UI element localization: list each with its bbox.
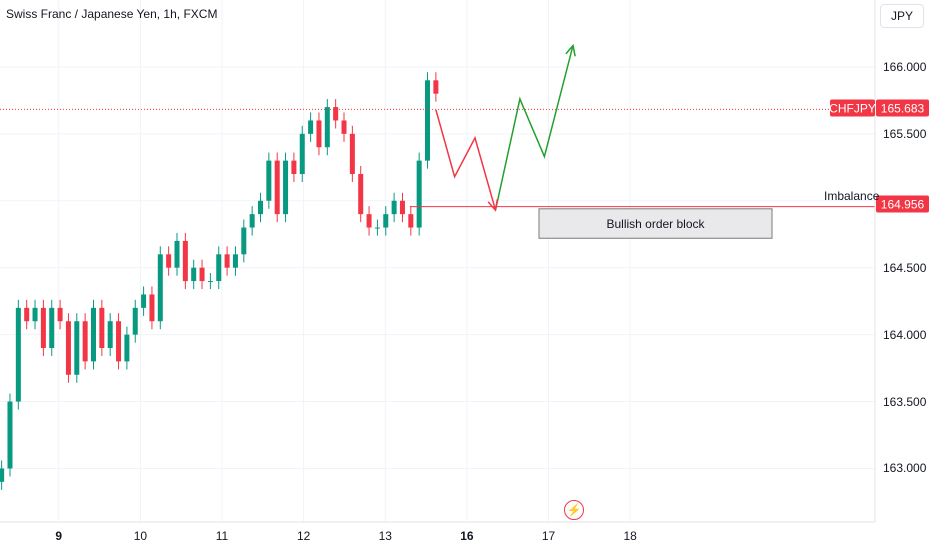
currency-button[interactable]: JPY — [880, 4, 924, 28]
candle-body — [15, 307, 21, 402]
price-axis-label: 163.000 — [883, 461, 927, 476]
candle-body — [74, 321, 80, 375]
lightning-icon[interactable]: ⚡ — [564, 500, 584, 520]
candle-body — [40, 307, 46, 348]
time-axis-label: 9 — [55, 529, 63, 543]
candle-body — [324, 107, 330, 148]
candle-body — [24, 307, 30, 322]
projection-up-arrowhead — [565, 43, 576, 57]
projection-down-arrowhead — [487, 199, 499, 212]
candle-body — [90, 307, 96, 362]
candle-body — [57, 307, 63, 322]
candle-body — [32, 307, 38, 322]
candle-body — [391, 200, 397, 215]
candle-body — [49, 307, 55, 348]
candle-body — [433, 80, 439, 94]
time-axis-label: 11 — [215, 529, 229, 543]
candle-body — [383, 214, 389, 228]
candle-body — [107, 321, 113, 348]
candle-body — [283, 160, 289, 215]
candle-body — [149, 294, 155, 322]
price-axis-label: 165.500 — [883, 126, 927, 141]
order-block-label: Bullish order block — [606, 216, 705, 231]
candle-body — [207, 281, 213, 283]
price-axis-label: 166.000 — [883, 59, 927, 74]
projection-up-path[interactable] — [494, 45, 574, 211]
candle-body — [99, 307, 105, 348]
projection-down-path[interactable] — [435, 109, 497, 211]
candle-body — [266, 160, 272, 201]
candle-body — [0, 468, 5, 482]
candle-body — [132, 307, 138, 335]
price-axis-label: 163.500 — [883, 394, 927, 409]
price-axis-label: 164.000 — [883, 327, 927, 342]
candle-body — [425, 80, 431, 161]
candle-body — [408, 214, 414, 228]
candle-body — [274, 160, 280, 215]
candle-body — [157, 254, 163, 322]
imbalance-label: Imbalance — [824, 189, 880, 203]
candle-body — [374, 227, 380, 229]
candle-body — [166, 254, 172, 268]
candle-body — [308, 120, 314, 134]
candle-body — [232, 254, 238, 268]
candle-body — [299, 133, 305, 174]
candle-body — [141, 294, 147, 308]
candle-body — [366, 214, 372, 228]
imbalance-price-tag: 164.956 — [876, 195, 929, 213]
candle-body — [249, 214, 255, 228]
candle-body — [199, 267, 205, 282]
time-axis-label: 13 — [378, 529, 392, 543]
symbol-tag: CHFJPY — [829, 99, 876, 117]
candle-body — [216, 254, 222, 282]
time-axis-label: 17 — [541, 529, 556, 543]
last-price-tag: 165.683 — [876, 99, 929, 117]
candle-body — [341, 120, 347, 134]
time-axis-label: 12 — [296, 529, 311, 543]
candle-body — [224, 254, 230, 268]
candle-body — [358, 174, 364, 215]
candle-body — [416, 160, 422, 228]
candle-body — [291, 160, 297, 174]
candle-body — [82, 321, 88, 362]
time-axis-label: 18 — [623, 529, 637, 543]
candle-body — [116, 321, 122, 362]
candle-body — [191, 267, 197, 282]
candle-body — [7, 401, 13, 469]
order-block-rect[interactable] — [538, 208, 773, 239]
candle-body — [333, 107, 339, 121]
candle-body — [65, 321, 71, 375]
candle-body — [124, 334, 130, 362]
candle-body — [399, 200, 405, 215]
chart-title: Swiss Franc / Japanese Yen, 1h, FXCM — [6, 7, 218, 21]
candle-body — [241, 227, 247, 255]
candle-body — [349, 133, 355, 174]
time-axis-label: 10 — [133, 529, 148, 543]
candle-body — [316, 120, 322, 148]
price-axis-label: 164.500 — [883, 260, 927, 275]
candle-body — [174, 240, 180, 268]
candle-body — [182, 240, 188, 282]
time-axis-label: 16 — [460, 529, 474, 543]
candle-body — [257, 200, 264, 215]
